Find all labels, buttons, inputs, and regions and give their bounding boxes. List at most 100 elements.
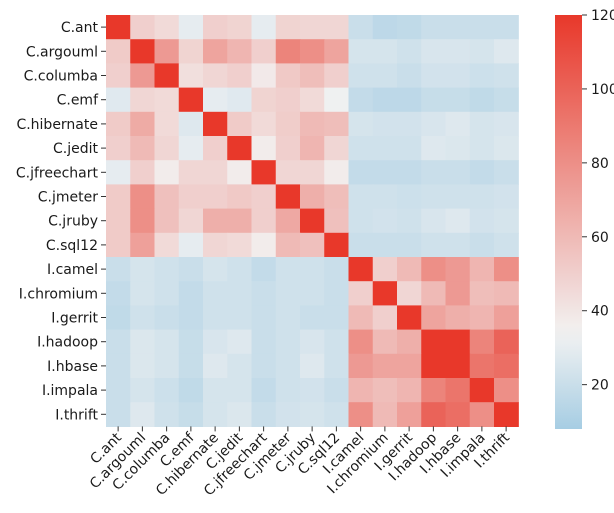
heatmap-cell <box>300 378 325 403</box>
heatmap-cell <box>469 87 495 113</box>
heatmap-cell <box>494 305 519 331</box>
heatmap-cell <box>203 281 228 306</box>
heatmap-cell <box>300 15 325 40</box>
heatmap-cell <box>445 281 471 306</box>
y-tick-label: I.hadoop <box>37 335 98 351</box>
heatmap-cell <box>445 232 471 258</box>
heatmap-cell <box>324 402 350 427</box>
heatmap-cell <box>227 329 253 355</box>
heatmap-cell <box>445 87 471 113</box>
heatmap-cell <box>300 184 325 210</box>
heatmap-cell <box>494 160 519 185</box>
heatmap-cell <box>397 160 422 185</box>
heatmap-cell <box>130 39 156 64</box>
heatmap-cell <box>106 39 131 64</box>
heatmap-cell <box>445 63 471 89</box>
heatmap-cell <box>130 353 156 379</box>
heatmap-cell <box>421 160 447 185</box>
heatmap-cell <box>130 160 156 185</box>
heatmap-cell <box>106 63 131 89</box>
heatmap-cell <box>275 111 301 137</box>
heatmap-cell <box>275 136 301 161</box>
heatmap-cell <box>445 208 471 234</box>
heatmap-cell <box>372 160 398 185</box>
heatmap-cell <box>469 111 495 137</box>
heatmap-cell <box>494 232 519 258</box>
heatmap-cell <box>300 63 325 89</box>
heatmap-cell <box>203 305 228 331</box>
heatmap-cell <box>397 305 422 331</box>
heatmap-cell <box>106 402 131 427</box>
y-tick-label: C.jruby <box>48 214 98 230</box>
heatmap-cell <box>469 378 495 403</box>
heatmap-cell <box>324 15 350 40</box>
heatmap-cell <box>106 232 131 258</box>
heatmap-cell <box>469 39 495 64</box>
y-tick-label: I.chromium <box>19 286 98 302</box>
heatmap-cell <box>300 136 325 161</box>
heatmap-cell <box>203 39 228 64</box>
heatmap-cell <box>494 378 519 403</box>
heatmap-cell <box>397 15 422 40</box>
heatmap-cell <box>251 15 277 40</box>
heatmap-cell <box>421 378 447 403</box>
heatmap-cell <box>275 15 301 40</box>
heatmap-cell <box>372 15 398 40</box>
heatmap-cell <box>494 257 519 282</box>
heatmap-cell <box>469 63 495 89</box>
heatmap-cell <box>154 39 180 64</box>
heatmap-cell <box>397 39 422 64</box>
heatmap-cell <box>348 305 374 331</box>
heatmap-cell <box>154 15 180 40</box>
heatmap-cell <box>130 378 156 403</box>
heatmap-cell <box>469 15 495 40</box>
heatmap-cell <box>494 15 519 40</box>
heatmap-cell <box>130 184 156 210</box>
heatmap-cell <box>154 63 180 89</box>
heatmap-cell <box>178 281 204 306</box>
y-tick-label: C.columba <box>24 69 98 85</box>
heatmap-cell <box>324 160 350 185</box>
heatmap-cell <box>227 184 253 210</box>
heatmap-cell <box>421 353 447 379</box>
heatmap-cell <box>203 184 228 210</box>
heatmap-cell <box>130 63 156 89</box>
heatmap-cell <box>421 111 447 137</box>
heatmap-cell <box>372 208 398 234</box>
heatmap-cell <box>372 257 398 282</box>
y-tick-label: I.hbase <box>47 359 98 375</box>
heatmap-cell <box>106 136 131 161</box>
heatmap-cell <box>275 184 301 210</box>
heatmap-cell <box>469 232 495 258</box>
heatmap-cell <box>421 15 447 40</box>
heatmap-cell <box>324 329 350 355</box>
heatmap-cell <box>203 208 228 234</box>
heatmap-cell <box>372 87 398 113</box>
colorbar-tick-label: 40 <box>591 304 609 320</box>
heatmap-cell <box>275 232 301 258</box>
heatmap-cell <box>251 281 277 306</box>
heatmap-cell <box>251 111 277 137</box>
heatmap-cell <box>203 160 228 185</box>
heatmap-cell <box>178 160 204 185</box>
heatmap-cell <box>348 232 374 258</box>
heatmap-cell <box>251 208 277 234</box>
heatmap-cell <box>203 15 228 40</box>
heatmap-cell <box>154 329 180 355</box>
heatmap-cell <box>178 208 204 234</box>
heatmap-cell <box>348 136 374 161</box>
heatmap-cell <box>494 87 519 113</box>
heatmap-cell <box>324 87 350 113</box>
heatmap-cell <box>275 63 301 89</box>
heatmap-cell <box>494 39 519 64</box>
heatmap-cell <box>203 402 228 427</box>
heatmap-cell <box>445 378 471 403</box>
heatmap-cell <box>445 353 471 379</box>
heatmap-cell <box>275 160 301 185</box>
heatmap-cell <box>154 353 180 379</box>
heatmap-cell <box>203 136 228 161</box>
heatmap-cell <box>494 111 519 137</box>
heatmap-cell <box>130 208 156 234</box>
colorbar-ticks: 20 40 60 80 100 120 <box>582 8 614 394</box>
heatmap-cell <box>227 15 253 40</box>
